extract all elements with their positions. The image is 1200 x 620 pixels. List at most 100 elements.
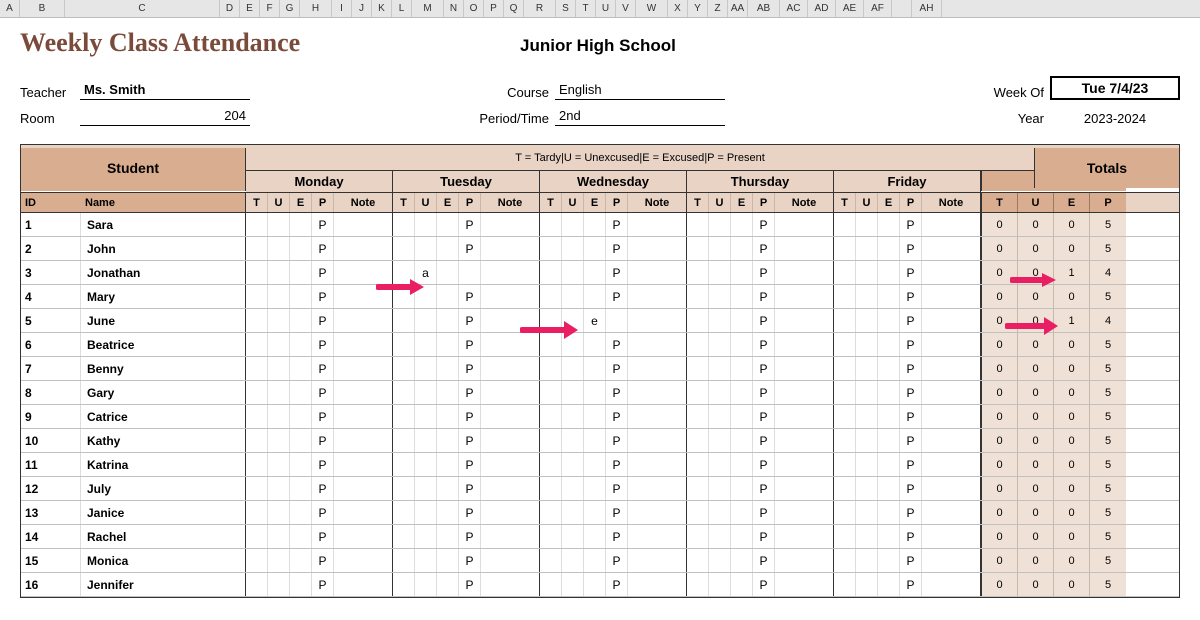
attendance-cell[interactable] [415,477,437,500]
attendance-cell[interactable] [268,405,290,428]
student-id[interactable]: 10 [21,429,81,452]
attendance-cell[interactable] [878,357,900,380]
attendance-cell[interactable] [856,309,878,332]
column-header[interactable]: Q [504,0,524,17]
column-header[interactable]: AC [780,0,808,17]
attendance-cell[interactable] [562,285,584,308]
day-cell-group[interactable]: P [246,453,393,476]
attendance-cell[interactable] [731,309,753,332]
note-cell[interactable] [628,525,686,548]
day-cell-group[interactable]: P [393,381,540,404]
attendance-cell[interactable] [415,405,437,428]
column-header[interactable]: T [576,0,596,17]
day-cell-group[interactable]: P [834,237,981,260]
attendance-cell[interactable] [437,309,459,332]
attendance-cell[interactable]: P [900,549,922,572]
student-name[interactable]: Jennifer [81,573,245,596]
attendance-cell[interactable] [562,573,584,596]
attendance-cell[interactable] [856,333,878,356]
attendance-cell[interactable] [437,261,459,284]
day-cell-group[interactable]: P [540,333,687,356]
attendance-cell[interactable]: P [606,525,628,548]
attendance-cell[interactable] [731,477,753,500]
attendance-cell[interactable]: P [900,453,922,476]
column-header[interactable]: V [616,0,636,17]
note-cell[interactable] [481,213,539,236]
note-cell[interactable] [775,333,833,356]
attendance-cell[interactable]: P [606,357,628,380]
attendance-cell[interactable] [856,429,878,452]
column-header[interactable]: S [556,0,576,17]
attendance-cell[interactable] [856,213,878,236]
day-cell-group[interactable]: P [687,429,834,452]
attendance-cell[interactable] [584,501,606,524]
day-cell-group[interactable]: P [540,381,687,404]
attendance-cell[interactable] [731,237,753,260]
day-cell-group[interactable]: P [834,549,981,572]
attendance-cell[interactable] [415,309,437,332]
note-cell[interactable] [775,285,833,308]
attendance-cell[interactable] [834,453,856,476]
day-cell-group[interactable]: P [834,309,981,332]
attendance-cell[interactable] [878,549,900,572]
column-header[interactable]: J [352,0,372,17]
attendance-cell[interactable] [709,309,731,332]
attendance-cell[interactable] [834,573,856,596]
attendance-cell[interactable]: P [606,573,628,596]
attendance-cell[interactable] [393,573,415,596]
attendance-cell[interactable]: P [753,285,775,308]
attendance-cell[interactable] [562,309,584,332]
attendance-cell[interactable] [562,477,584,500]
note-cell[interactable] [481,333,539,356]
attendance-cell[interactable] [834,309,856,332]
attendance-cell[interactable] [878,405,900,428]
attendance-cell[interactable]: P [753,573,775,596]
attendance-cell[interactable] [246,285,268,308]
attendance-cell[interactable]: P [606,405,628,428]
note-cell[interactable] [334,309,392,332]
student-id[interactable]: 14 [21,525,81,548]
attendance-cell[interactable] [687,357,709,380]
attendance-cell[interactable] [290,213,312,236]
day-cell-group[interactable]: P [687,333,834,356]
attendance-cell[interactable]: P [459,549,481,572]
attendance-cell[interactable] [878,501,900,524]
attendance-cell[interactable] [246,405,268,428]
attendance-cell[interactable] [290,285,312,308]
attendance-cell[interactable]: P [312,429,334,452]
attendance-cell[interactable] [878,477,900,500]
attendance-cell[interactable] [540,261,562,284]
day-cell-group[interactable]: P [393,285,540,308]
spreadsheet-column-headers[interactable]: ABCDEFGHIJKLMNOPQRSTUVWXYZAAABACADAEAFAH [0,0,1200,18]
attendance-cell[interactable] [268,309,290,332]
attendance-cell[interactable] [584,573,606,596]
attendance-cell[interactable] [415,573,437,596]
column-header[interactable]: H [300,0,332,17]
note-cell[interactable] [775,261,833,284]
attendance-cell[interactable]: P [312,261,334,284]
attendance-cell[interactable] [834,477,856,500]
note-cell[interactable] [481,429,539,452]
attendance-cell[interactable]: P [900,405,922,428]
column-header[interactable]: P [484,0,504,17]
note-cell[interactable] [775,357,833,380]
attendance-cell[interactable] [709,285,731,308]
attendance-cell[interactable] [731,285,753,308]
attendance-cell[interactable] [731,381,753,404]
attendance-cell[interactable] [856,237,878,260]
day-cell-group[interactable]: P [393,309,540,332]
attendance-cell[interactable] [415,525,437,548]
attendance-cell[interactable]: P [606,285,628,308]
day-cell-group[interactable]: P [540,453,687,476]
attendance-cell[interactable] [437,453,459,476]
attendance-cell[interactable] [540,381,562,404]
attendance-cell[interactable] [834,261,856,284]
column-header[interactable]: AE [836,0,864,17]
column-header[interactable]: R [524,0,556,17]
attendance-cell[interactable] [731,453,753,476]
attendance-cell[interactable]: P [900,333,922,356]
day-cell-group[interactable]: P [540,525,687,548]
day-cell-group[interactable]: P [393,525,540,548]
attendance-cell[interactable] [290,309,312,332]
note-cell[interactable] [922,549,980,572]
